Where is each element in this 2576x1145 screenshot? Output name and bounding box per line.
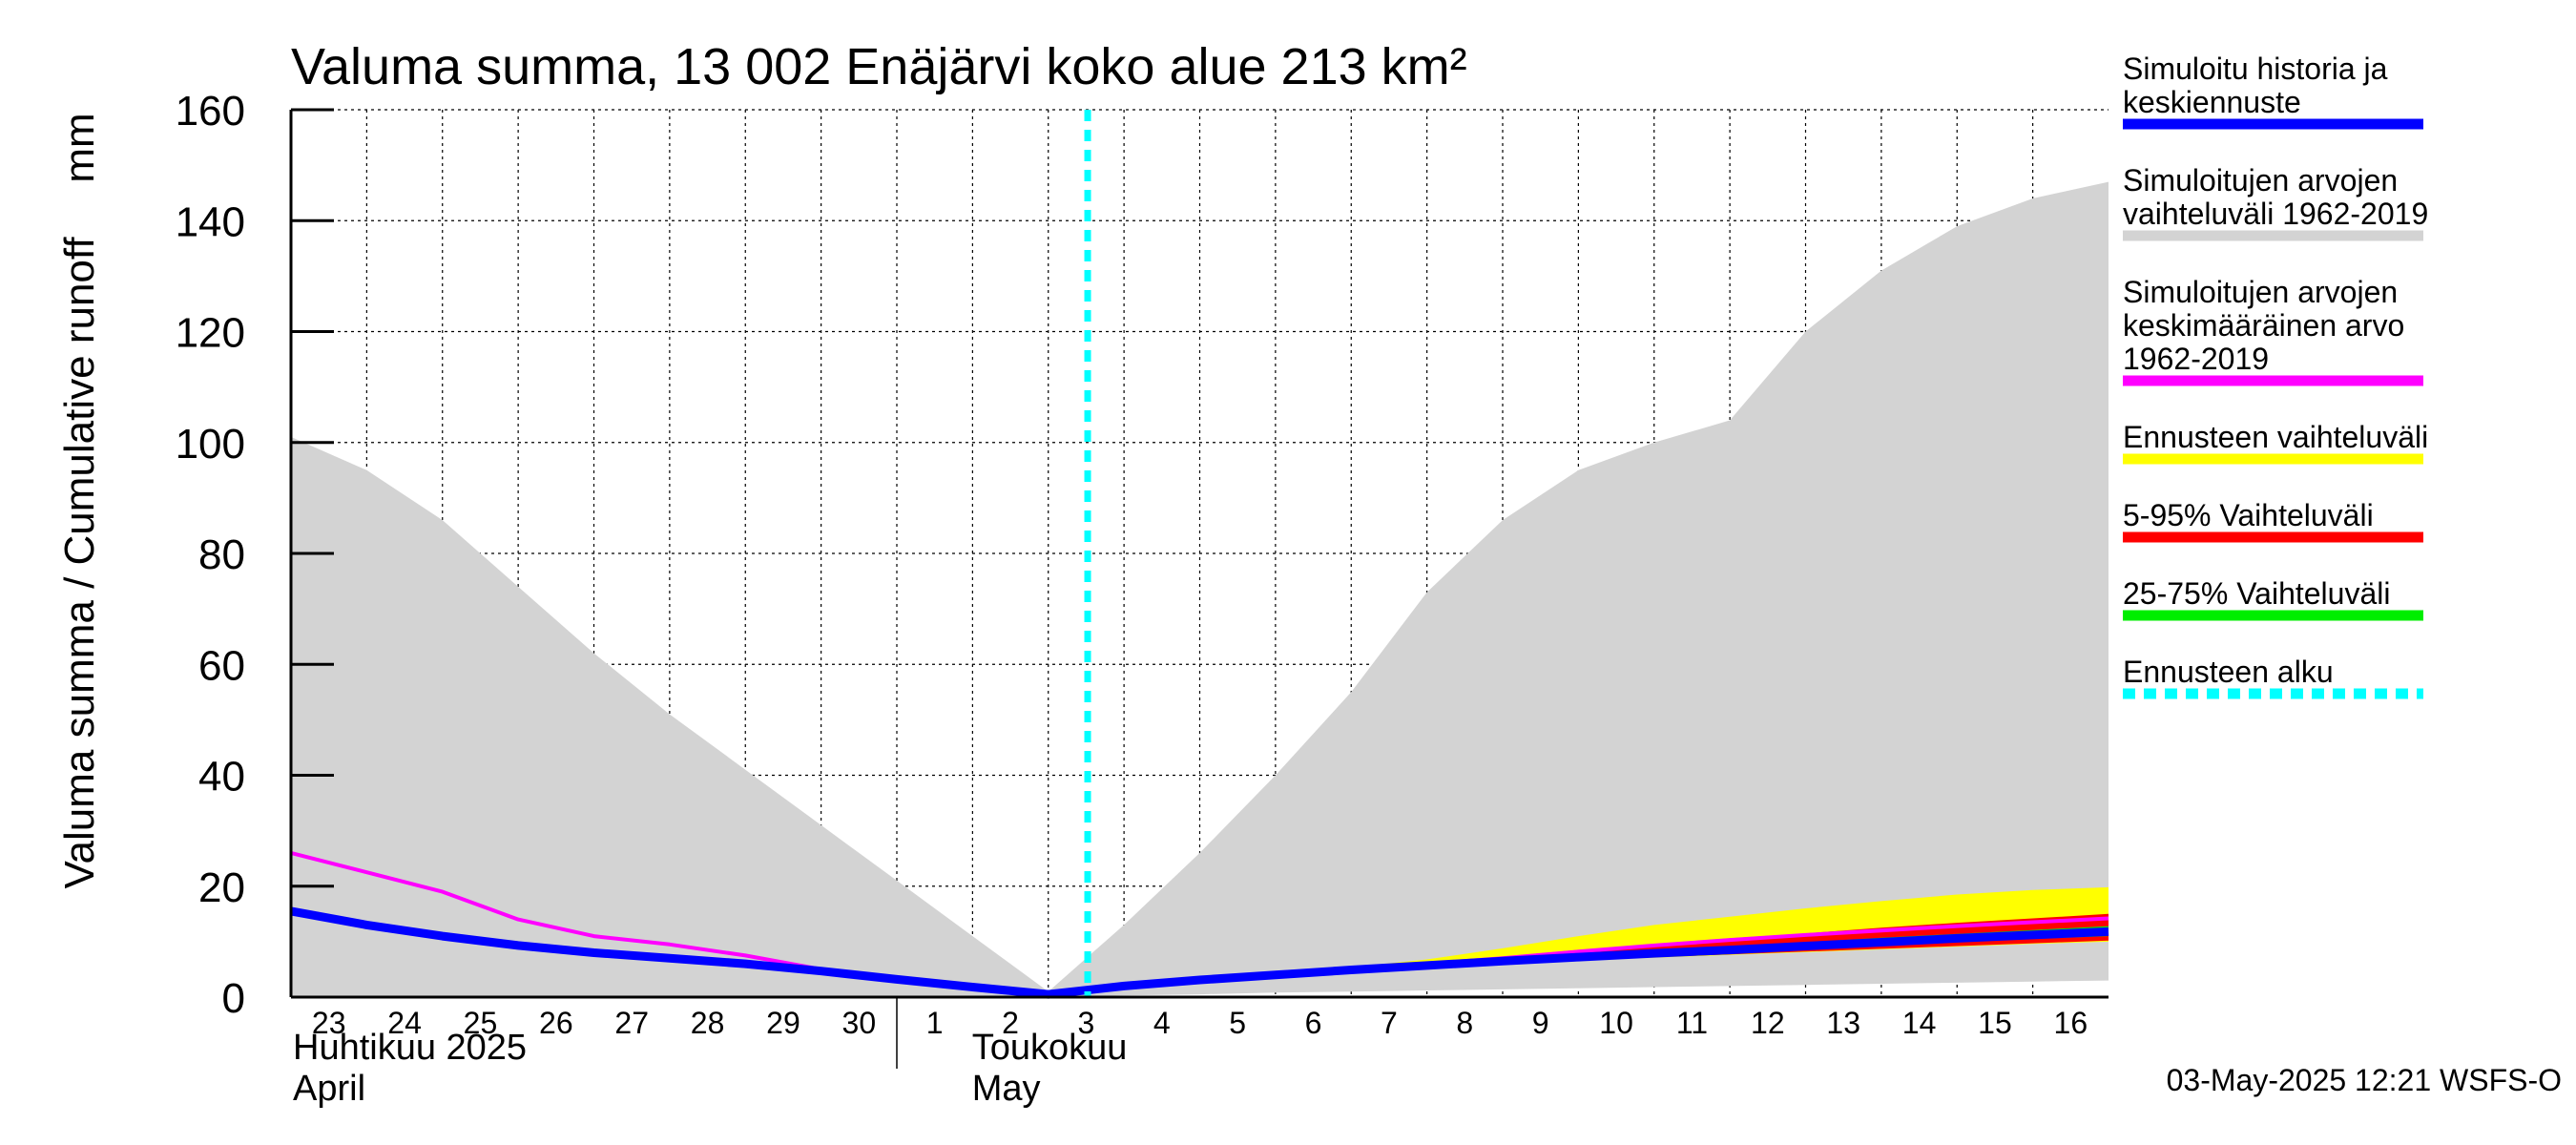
x-tick-label: 16 [2054,1006,2088,1040]
y-tick-label: 60 [198,642,245,689]
x-tick-label: 6 [1305,1006,1322,1040]
legend-label: Simuloitujen arvojen [2123,163,2398,198]
x-tick-label: 7 [1381,1006,1398,1040]
series-band [291,181,2109,998]
series-line [290,906,2109,999]
x-tick-label: 4 [1153,1006,1171,1040]
x-tick-label: 29 [766,1006,800,1040]
x-tick-label: 14 [1902,1006,1937,1040]
x-tick-label: 15 [1978,1006,2012,1040]
x-tick-label: 25 [464,1006,498,1040]
legend-label: 25-75% Vaihteluväli [2123,576,2390,611]
legend-label: 5-95% Vaihteluväli [2123,498,2374,532]
x-tick-label: 28 [691,1006,725,1040]
x-tick-label: 3 [1078,1006,1095,1040]
x-tick-label: 5 [1229,1006,1246,1040]
y-tick-label: 80 [198,531,245,578]
x-tick-label: 8 [1456,1006,1473,1040]
legend-label: keskiennuste [2123,85,2301,119]
y-tick-label: 20 [198,864,245,911]
x-tick-label: 10 [1599,1006,1633,1040]
x-tick-label: 26 [539,1006,573,1040]
month-label: Toukokuu [972,1028,1128,1068]
x-tick-label: 23 [312,1006,346,1040]
legend-label: vaihteluväli 1962-2019 [2123,197,2428,231]
y-tick-label: 100 [176,421,245,468]
x-tick-label: 24 [387,1006,422,1040]
y-tick-label: 160 [176,88,245,135]
month-label: Huhtikuu 2025 [293,1028,527,1068]
x-tick-label: 9 [1532,1006,1549,1040]
x-tick-label: 12 [1751,1006,1785,1040]
legend-label: Simuloitu historia ja [2123,52,2388,86]
x-tick-label: 11 [1676,1006,1708,1040]
x-tick-label: 2 [1002,1006,1019,1040]
month-label-en: April [293,1069,365,1109]
legend-label: keskimääräinen arvo [2123,308,2404,343]
series-band [1048,886,2109,995]
y-tick-label: 120 [176,310,245,357]
x-tick-label: 13 [1826,1006,1860,1040]
line-layer [290,110,2109,999]
legend-label: Simuloitujen arvojen [2123,275,2398,309]
y-axis-unit: mm [56,113,103,182]
y-tick-label: 40 [198,754,245,801]
month-label-en: May [972,1069,1041,1109]
legend-label: Ennusteen vaihteluväli [2123,420,2428,454]
chart-title: Valuma summa, 13 002 Enäjärvi koko alue … [291,38,1467,95]
y-axis-label: Valuma summa / Cumulative runoff [56,237,103,889]
timestamp: 03-May-2025 12:21 WSFS-O [2167,1063,2562,1097]
legend-label: 1962-2019 [2123,342,2269,376]
y-tick-label: 140 [176,198,245,245]
x-tick-label: 30 [842,1006,877,1040]
y-tick-label: 0 [222,975,245,1022]
x-tick-label: 27 [614,1006,649,1040]
legend-label: Ennusteen alku [2123,655,2334,689]
x-tick-label: 1 [926,1006,944,1040]
